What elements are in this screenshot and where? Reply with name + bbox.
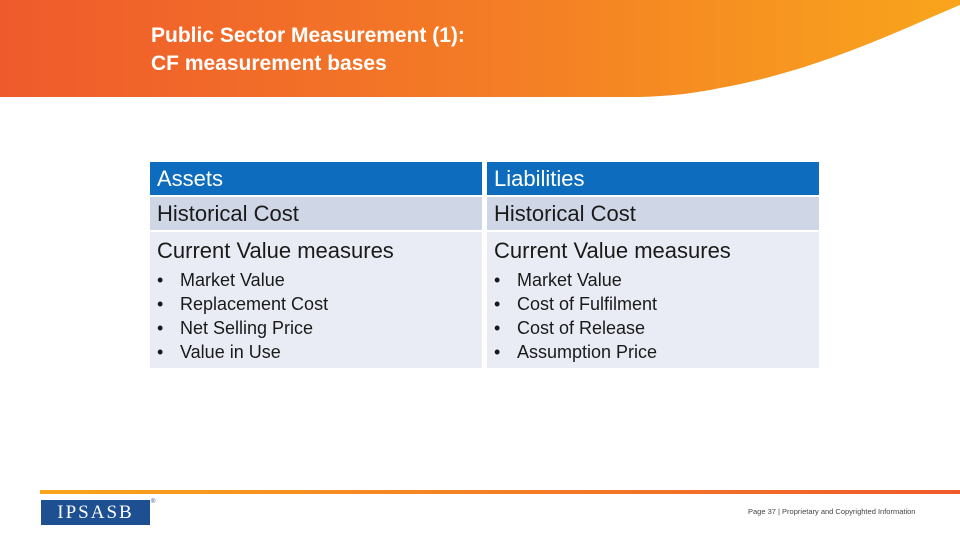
list-item: • Cost of Fulfilment [494, 294, 658, 314]
assets-bullet-list: • Market Value • Replacement Cost • Net Sel… [157, 268, 482, 364]
list-item: • Net Selling Price [157, 318, 314, 338]
bullet-icon: • [157, 342, 164, 362]
table-header-row: Assets Liabilities [150, 162, 819, 197]
page-title: Public Sector Measurement (1): CF measur… [151, 22, 465, 78]
bullet-icon: • [494, 294, 501, 314]
bullet-icon: • [157, 270, 164, 290]
measurement-bases-table: Assets Liabilities Historical Cost Histo… [150, 162, 819, 368]
footer-divider [40, 481, 960, 494]
header-banner [0, 0, 960, 98]
list-item: • Market Value [494, 270, 622, 290]
list-item: • Value in Use [157, 342, 281, 362]
assets-current-value-cell: Current Value measures • Market Value • Re… [150, 232, 487, 368]
bullet-icon: • [157, 318, 164, 338]
bullet-icon: • [494, 270, 501, 290]
registered-mark: ® [151, 499, 156, 505]
assets-heading: Assets [150, 162, 487, 197]
table-row: Historical Cost Historical Cost [150, 197, 819, 232]
page-footer-note: Page 37 | Proprietary and Copyrighted In… [748, 507, 916, 516]
list-item: • Replacement Cost [157, 294, 329, 314]
bullet-icon: • [157, 294, 164, 314]
liabilities-historical-cost: Historical Cost [487, 197, 819, 232]
liabilities-current-value-cell: Current Value measures • Market Value • Co… [487, 232, 819, 368]
table-row: Current Value measures • Market Value • Re… [150, 232, 819, 368]
liabilities-current-value: Current Value measures [494, 238, 731, 263]
list-item: • Assumption Price [494, 342, 658, 362]
ipsasb-logo: IPSASB [41, 500, 150, 525]
liabilities-heading: Liabilities [487, 162, 819, 197]
list-item: • Cost of Release [494, 318, 646, 338]
list-item: • Market Value [157, 270, 285, 290]
bullet-icon: • [494, 318, 501, 338]
title-line-2: CF measurement bases [151, 52, 387, 75]
liabilities-bullet-list: • Market Value • Cost of Fulfilment • Cost … [494, 268, 819, 364]
bullet-icon: • [494, 342, 501, 362]
assets-current-value: Current Value measures [157, 238, 394, 263]
assets-historical-cost: Historical Cost [150, 197, 487, 232]
title-line-1: Public Sector Measurement (1): [151, 24, 465, 47]
